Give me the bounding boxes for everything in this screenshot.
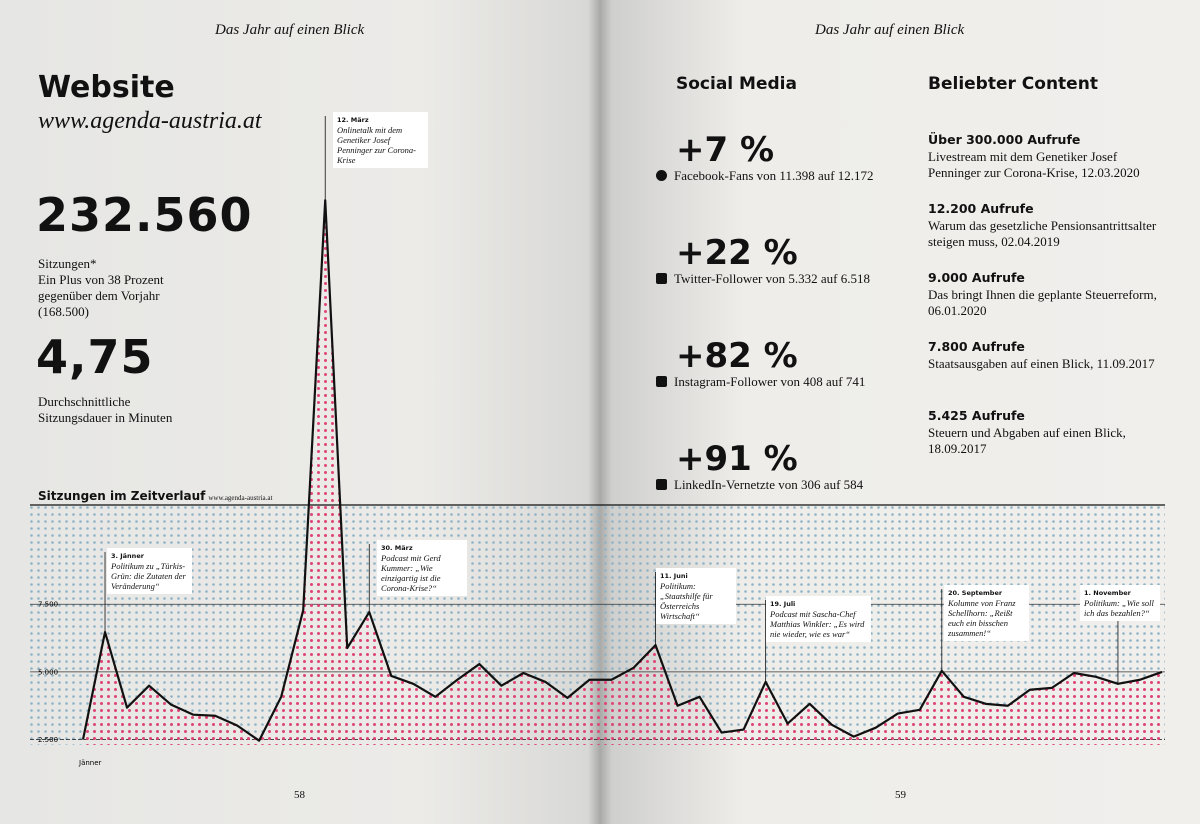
- social-text: LinkedIn-Vernetzte von 306 auf 584: [674, 477, 864, 492]
- annotation-date: 19. Juli: [770, 600, 796, 608]
- content-views: 5.425 Aufrufe: [928, 408, 1025, 423]
- social-value: +82 %: [676, 336, 798, 376]
- annotation: 1. November Politikum: „Wie soll ich das …: [1080, 585, 1160, 621]
- annotation-date: 1. November: [1084, 589, 1131, 597]
- y-tick-label: 2.500: [38, 736, 58, 744]
- x-tick-label: Jänner: [78, 759, 102, 767]
- annotation-date: 3. Jänner: [111, 552, 144, 560]
- annotation: 30. März Podcast mit Gerd Kummer: „Wie ei…: [377, 540, 467, 596]
- page-number: 58: [294, 789, 305, 801]
- chart-subtitle: www.agenda-austria.at: [208, 494, 273, 502]
- social-value: +91 %: [676, 439, 798, 479]
- annotation-date: 30. März: [381, 544, 413, 552]
- annotation: 20. September Kolumne von Franz Schellhor…: [944, 585, 1029, 641]
- kpi-label: Durchschnittliche Sitzungsdauer in Minut…: [38, 394, 173, 425]
- kpi: 4,75: [36, 330, 154, 384]
- section-title: Beliebter Content: [928, 74, 1098, 94]
- annotation-date: 11. Juni: [660, 572, 688, 580]
- annotation: 3. Jänner Politikum zu „Türkis-Grün: die …: [107, 548, 192, 594]
- running-head: Das Jahr auf einen Blick: [815, 22, 965, 38]
- content-views: 9.000 Aufrufe: [928, 270, 1025, 285]
- content-views: 12.200 Aufrufe: [928, 201, 1034, 216]
- content-text: Livestream mit dem Genetiker Josef Penni…: [928, 149, 1140, 180]
- url: www.agenda-austria.at: [38, 108, 262, 134]
- content-views: Über 300.000 Aufrufe: [928, 132, 1081, 147]
- annotation: 11. Juni Politikum: „Staatshilfe für Öste…: [656, 568, 736, 624]
- annotation-date: 20. September: [948, 589, 1003, 597]
- line: [81, 199, 1163, 742]
- y-tick-label: 5.000: [38, 668, 58, 676]
- social-icon: [656, 273, 667, 284]
- social-value: +22 %: [676, 233, 798, 273]
- running-head: Das Jahr auf einen Blick: [215, 22, 365, 38]
- kpi: 232.560: [36, 188, 253, 242]
- chart-title: Sitzungen im Zeitverlauf: [38, 489, 206, 503]
- content-text: Steuern und Abgaben auf einen Blick, 18.…: [928, 425, 1126, 456]
- annotation: 19. Juli Podcast mit Sascha-Chef Matthias…: [766, 596, 871, 642]
- annotation: 12. März Onlinetalk mit dem Genetiker Jos…: [333, 112, 428, 168]
- annotation-text: Politikum zu „Türkis-Grün: die Zutaten d…: [111, 561, 186, 591]
- social-text: Twitter-Follower von 5.332 auf 6.518: [674, 271, 870, 286]
- social-icon: [656, 170, 667, 181]
- annotation-text: Kolumne von Franz Schellhorn: „Reißt euc…: [948, 598, 1016, 638]
- annotation-text: Onlinetalk mit dem Genetiker Josef Penni…: [337, 125, 417, 165]
- content-text: Das bringt Ihnen die geplante Steuerrefo…: [928, 287, 1157, 318]
- section-title: Website: [38, 70, 175, 105]
- social-icon: [656, 479, 667, 490]
- chart-heading: Sitzungen im Zeitverlauf www.agenda-aust…: [38, 489, 272, 504]
- social-text: Instagram-Follower von 408 auf 741: [674, 374, 866, 389]
- annotation-text: Podcast mit Sascha-Chef Matthias Winkler…: [770, 609, 865, 639]
- annotation-text: Podcast mit Gerd Kummer: „Wie einzigarti…: [381, 553, 441, 593]
- section-title: Social Media: [676, 74, 797, 94]
- content-text: Staatsausgaben auf einen Blick, 11.09.20…: [928, 356, 1155, 371]
- annotation-date: 12. März: [337, 116, 369, 124]
- kpi-note: Ein Plus von 38 Prozent gegenüber dem Vo…: [38, 272, 164, 319]
- annotation-text: Politikum: „Staatshilfe für Österreichs …: [660, 581, 713, 621]
- annotation-text: Politikum: „Wie soll ich das bezahlen?“: [1084, 598, 1154, 618]
- y-tick-label: 7.500: [38, 601, 58, 609]
- kpi-label: Sitzungen*: [38, 256, 97, 271]
- page-number: 59: [895, 789, 906, 801]
- area: [83, 200, 1162, 745]
- content-text: Warum das gesetzliche Pensionsantrittsal…: [928, 218, 1157, 249]
- social-value: +7 %: [676, 130, 775, 170]
- social-text: Facebook-Fans von 11.398 auf 12.172: [674, 168, 874, 183]
- content-views: 7.800 Aufrufe: [928, 339, 1025, 354]
- social-icon: [656, 376, 667, 387]
